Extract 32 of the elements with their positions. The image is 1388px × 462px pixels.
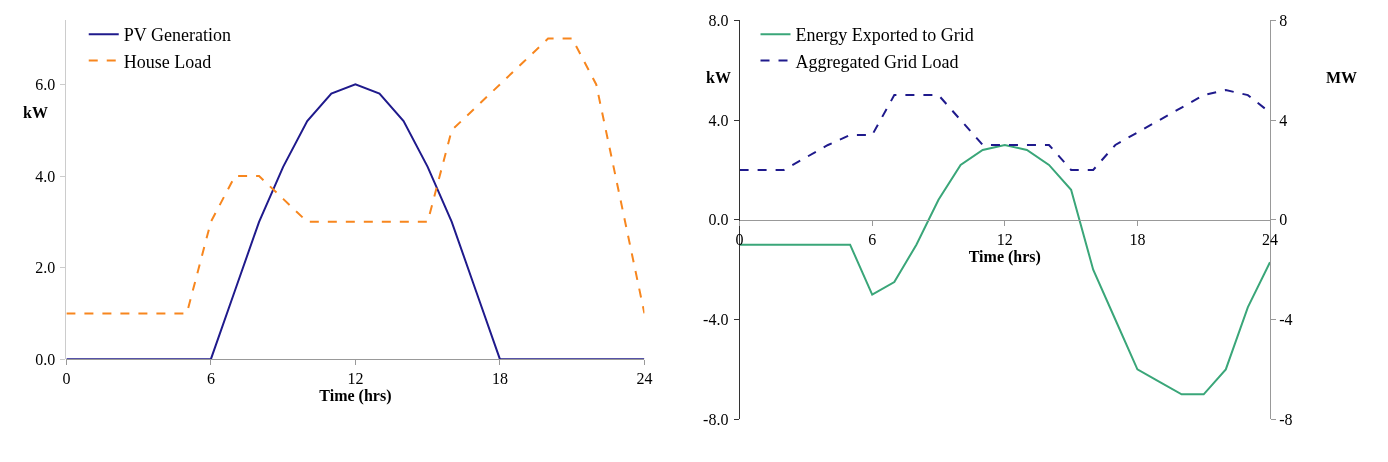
y-tick-label: -8.0 [703,410,729,428]
y-axis-title: kW [706,69,731,86]
x-tick-label: 18 [1129,230,1146,248]
x-axis-title: Time (hrs) [319,387,392,406]
x-tick-label: 12 [347,370,364,388]
legend-label: PV Generation [123,25,231,46]
x-tick-label: 0 [62,370,71,388]
y-tick-label: 0.0 [35,350,56,368]
y-tick-label: 6.0 [35,76,56,94]
x-tick-label: 18 [491,370,508,388]
legend-label: House Load [123,51,212,72]
legend-label: Energy Exported to Grid [795,25,974,46]
y2-tick-label: -4 [1279,311,1293,329]
y2-tick-label: -8 [1279,410,1293,428]
y-tick-label: 4.0 [35,167,56,185]
y-tick-label: 8.0 [708,11,729,29]
x-tick-label: 6 [868,230,877,248]
x-axis-title: Time (hrs) [968,247,1041,266]
x-tick-label: 24 [636,370,653,388]
y-tick-label: 4.0 [708,111,729,129]
x-tick-label: 24 [1262,230,1278,248]
y2-axis-title: MW [1326,69,1358,86]
y2-tick-label: 4 [1279,111,1288,129]
y-tick-label: -4.0 [703,311,729,329]
y-axis-title: kW [23,104,48,121]
y-tick-label: 2.0 [35,259,56,277]
legend-label: Aggregated Grid Load [795,51,959,72]
y2-tick-label: 0 [1279,211,1288,229]
x-tick-label: 12 [996,230,1013,248]
x-tick-label: 6 [206,370,215,388]
y-tick-label: 0.0 [708,211,729,229]
y2-tick-label: 8 [1279,11,1288,29]
